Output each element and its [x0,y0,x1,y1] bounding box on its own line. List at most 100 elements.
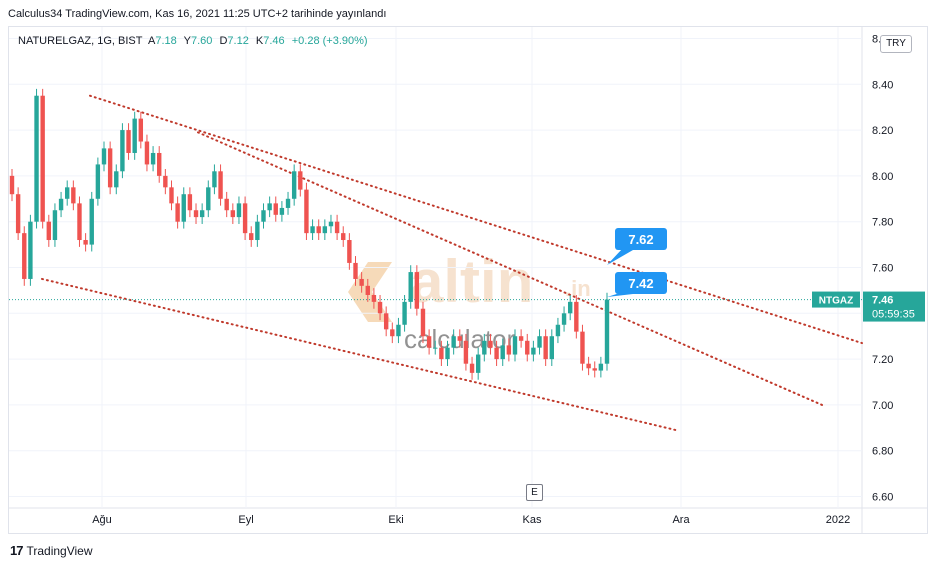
candle-body [347,240,352,263]
candle-body [224,198,229,211]
candle-body [445,347,450,360]
candle-body [604,299,610,364]
candle-body [500,345,505,360]
last-price-tag: NTGAZ 7.46 05:59:35 [812,291,925,322]
candle-body [420,308,426,337]
trendline [41,277,677,432]
candle-body [353,262,358,279]
y-tick-label: 7.80 [872,217,893,229]
candle-body [518,336,524,341]
publish-info: Calculus34 TradingView.com, Kas 16, 2021… [8,8,387,20]
close-label: K [255,35,264,47]
open-value: 7.18 [155,35,177,47]
candle-body [334,221,340,234]
trendlines [9,94,863,432]
candle-body [482,340,487,355]
candle-body [555,324,561,337]
candle-body [586,363,591,369]
candle-body [212,171,217,188]
candle-body [390,329,395,337]
y-tick-label: 6.60 [872,492,893,504]
candle-body [9,175,15,195]
x-tick-label: Eyl [238,514,253,526]
ticker-tag-box [812,291,860,308]
candle-body [120,130,125,172]
candle-body [65,187,70,199]
candle-body [304,189,309,234]
low-label: D [219,35,228,47]
candle-body [426,336,432,348]
candle-body [138,118,144,142]
callout-box [615,228,667,250]
y-tick-label: 8.40 [872,79,893,91]
candle-body [549,336,554,360]
candle-body [261,210,266,222]
candle-body [83,240,88,245]
x-tick-label: Ara [672,514,690,526]
candle-body [567,301,573,314]
candle-body [592,368,597,371]
candle-body [371,294,377,302]
price-tag-value: 7.46 [872,295,893,307]
candle-body [341,233,346,241]
watermark: altin .in calculator [348,248,591,354]
candle-body [279,207,285,215]
candle-body [40,95,45,222]
watermark-brand: altin [410,248,533,315]
candle-body [22,233,27,279]
candle-body [475,354,481,373]
chart-frame[interactable] [8,26,928,534]
price-axis[interactable]: 6.606.807.007.207.407.607.808.008.208.40… [872,33,893,503]
candle-body [144,141,150,165]
x-tick-label: Ağu [92,514,112,526]
candle-body [298,171,303,190]
candle-body [255,221,260,241]
currency-button[interactable]: TRY [880,35,912,53]
callouts: 7.62 7.42 [607,228,667,297]
candle-body [377,301,383,314]
grid [9,27,927,533]
y-tick-label: 7.60 [872,263,893,275]
candle-body [267,203,272,211]
candle-body [218,171,223,199]
candle-body [199,210,205,218]
candle-body [107,148,113,188]
candle-body [236,203,242,218]
symbol-name: NATURELGAZ, 1G, BIST [18,35,143,47]
high-label: Y [183,35,191,47]
candle-body [89,198,94,245]
price-tag-countdown: 05:59:35 [872,309,915,321]
tradingview-brand: TradingView [26,543,93,558]
candle-body [249,233,254,241]
ticker-tag-label: NTGAZ [819,296,853,307]
scale-button[interactable]: E [526,484,543,501]
watermark-suffix: .in [565,276,591,301]
candle-body [285,198,291,208]
candle-body [328,221,334,227]
candle-body [114,171,119,188]
candle-body [175,203,180,222]
candle-body [58,198,64,211]
candle-body [181,194,186,222]
candle-body [512,336,518,355]
y-tick-label: 7.20 [872,354,893,366]
y-tick-label: 6.80 [872,446,893,458]
candle-body [291,171,297,199]
candle-body [414,272,420,309]
callout-label: 7.42 [628,276,653,291]
candle-body [506,345,512,355]
candle-body [396,324,401,337]
footer[interactable]: 17 TradingView [10,543,93,558]
y-tick-label: 8.20 [872,125,893,137]
candle-body [242,203,248,234]
candle-body [408,272,413,302]
x-tick-label: Eki [388,514,403,526]
candle-body [316,226,321,234]
candle-body [15,194,21,234]
symbol-legend: NATURELGAZ, 1G, BIST A7.18 Y7.60 D7.12 K… [18,35,372,47]
candle-body [28,221,33,279]
x-tick-label: Kas [523,514,542,526]
time-axis[interactable]: Ağu Eyl Eki Kas Ara 2022 [92,514,850,526]
candle-body [77,203,82,241]
